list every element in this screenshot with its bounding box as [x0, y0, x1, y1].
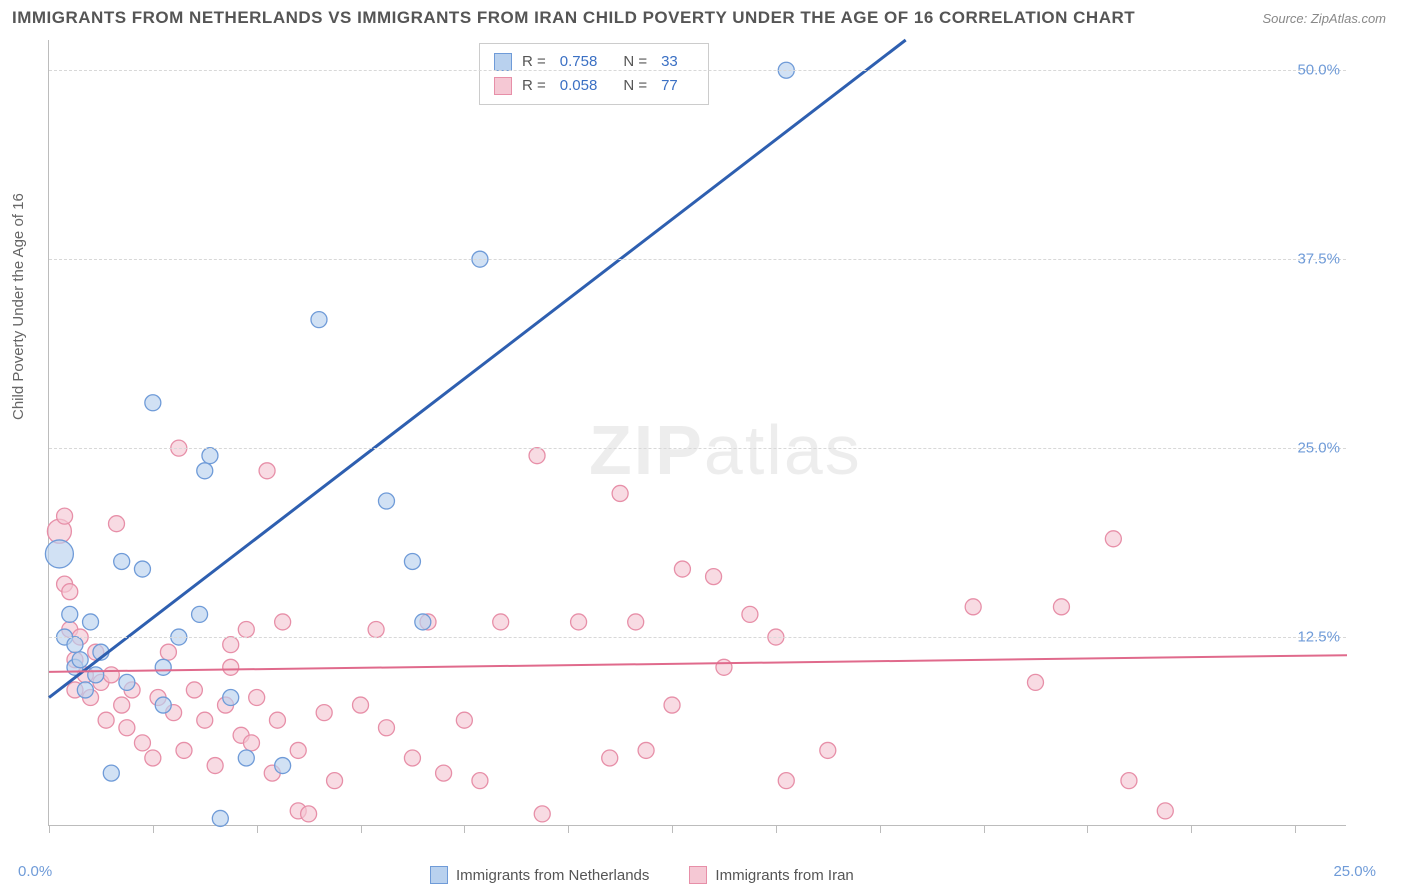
source-label: Source: ZipAtlas.com	[1262, 11, 1386, 26]
scatter-plot	[49, 40, 1346, 825]
x-tick	[361, 825, 362, 833]
legend-swatch	[689, 866, 707, 884]
x-tick	[153, 825, 154, 833]
gridline	[49, 637, 1346, 638]
x-tick	[1191, 825, 1192, 833]
gridline	[49, 70, 1346, 71]
x-tick	[257, 825, 258, 833]
legend-item: Immigrants from Netherlands	[430, 866, 649, 884]
x-tick	[1295, 825, 1296, 833]
chart-title: IMMIGRANTS FROM NETHERLANDS VS IMMIGRANT…	[12, 8, 1135, 28]
legend-r-label: R =	[522, 74, 546, 98]
y-tick-label: 25.0%	[1297, 440, 1340, 457]
y-tick-label: 37.5%	[1297, 251, 1340, 268]
x-tick	[984, 825, 985, 833]
gridline	[49, 259, 1346, 260]
legend-r-value: 0.058	[560, 74, 598, 98]
chart-area: ZIPatlas R =0.758N =33R =0.058N =77 12.5…	[48, 40, 1346, 826]
x-tick	[568, 825, 569, 833]
legend-row: R = 0.058 N = 77	[494, 74, 694, 98]
legend-n-value: 77	[661, 74, 678, 98]
y-tick-label: 50.0%	[1297, 62, 1340, 79]
y-tick-label: 12.5%	[1297, 629, 1340, 646]
legend-label: Immigrants from Iran	[715, 867, 853, 884]
x-tick	[1087, 825, 1088, 833]
legend-label: Immigrants from Netherlands	[456, 867, 649, 884]
x-tick	[880, 825, 881, 833]
legend-swatch	[430, 866, 448, 884]
title-bar: IMMIGRANTS FROM NETHERLANDS VS IMMIGRANT…	[0, 0, 1406, 32]
legend-item: Immigrants from Iran	[689, 866, 853, 884]
x-tick	[464, 825, 465, 833]
legend-swatch	[494, 77, 512, 95]
x-tick	[776, 825, 777, 833]
legend-swatch	[494, 53, 512, 71]
gridline	[49, 448, 1346, 449]
y-axis-label: Child Poverty Under the Age of 16	[10, 193, 27, 420]
x-tick-max: 25.0%	[1333, 863, 1376, 880]
x-tick	[672, 825, 673, 833]
x-tick-min: 0.0%	[18, 863, 52, 880]
correlation-legend: R =0.758N =33R =0.058N =77	[479, 43, 709, 105]
series-legend: Immigrants from Netherlands Immigrants fr…	[430, 866, 854, 884]
x-tick	[49, 825, 50, 833]
legend-n-label: N =	[623, 74, 647, 98]
